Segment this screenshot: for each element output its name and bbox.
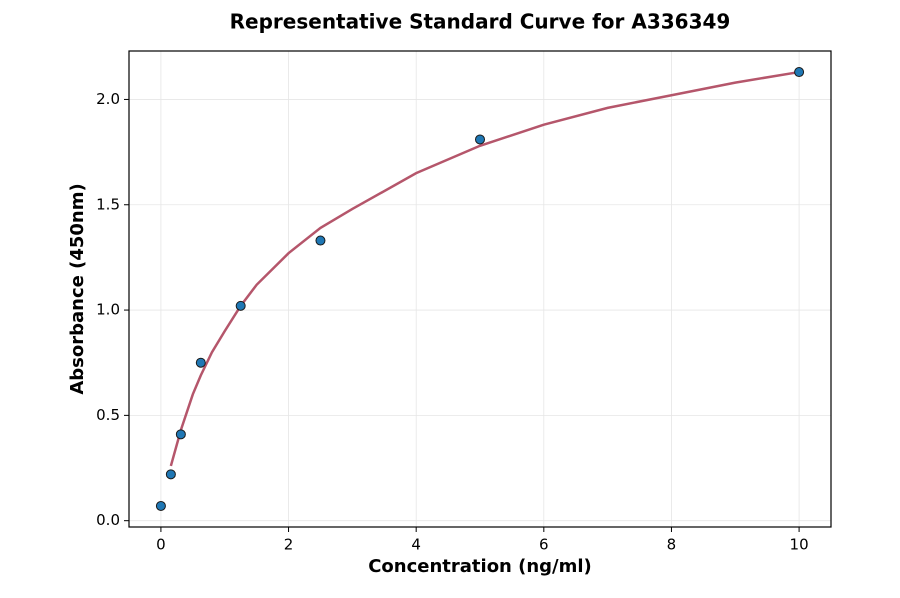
x-tick-label: 4: [411, 536, 421, 554]
x-axis-label: Concentration (ng/ml): [368, 556, 592, 577]
y-tick-label: 1.0: [96, 301, 120, 319]
y-tick-label: 1.5: [96, 195, 120, 213]
y-axis-label: Absorbance (450nm): [67, 183, 88, 394]
data-point: [475, 134, 485, 145]
x-tick-label: 6: [539, 536, 549, 554]
data-point: [315, 235, 326, 246]
fit-curve: [169, 70, 800, 467]
chart-title: Representative Standard Curve for A33634…: [230, 10, 731, 34]
plot-frame: [128, 50, 832, 528]
x-tick-label: 8: [667, 536, 677, 554]
data-point: [794, 67, 805, 78]
y-tick-label: 2.0: [96, 90, 120, 108]
data-point: [155, 500, 166, 511]
y-tick-label: 0.0: [96, 511, 120, 529]
data-point: [195, 357, 206, 368]
data-point: [175, 429, 186, 440]
x-tick-label: 2: [284, 536, 294, 554]
data-point: [165, 469, 176, 480]
x-tick-label: 10: [790, 536, 809, 554]
data-point: [235, 300, 246, 311]
x-tick-label: 0: [156, 536, 166, 554]
y-tick-label: 0.5: [96, 406, 120, 424]
